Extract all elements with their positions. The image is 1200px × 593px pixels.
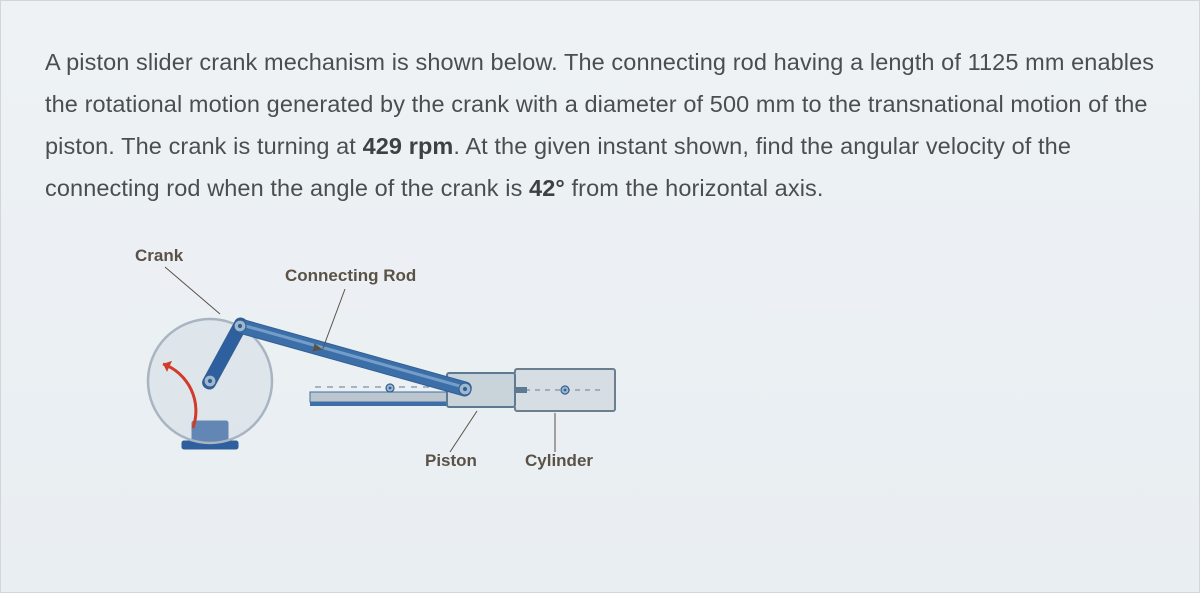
problem-page: A piston slider crank mechanism is shown… (0, 0, 1200, 593)
mechanism-diagram: Crank Connecting Rod Piston Cylinder (95, 231, 655, 486)
diagram-label-crank: Crank (135, 246, 184, 265)
diagram-label-connectingRod: Connecting Rod (285, 266, 416, 285)
problem-statement: A piston slider crank mechanism is shown… (45, 41, 1155, 209)
problem-text-3: from the horizontal axis. (565, 175, 824, 201)
diagram-label-piston: Piston (425, 451, 477, 470)
diagram-label-cylinder: Cylinder (525, 451, 593, 470)
mechanism-svg: Crank Connecting Rod Piston Cylinder (95, 231, 655, 481)
problem-bold-rpm: 429 rpm (363, 133, 454, 159)
problem-bold-angle: 42° (529, 175, 565, 201)
